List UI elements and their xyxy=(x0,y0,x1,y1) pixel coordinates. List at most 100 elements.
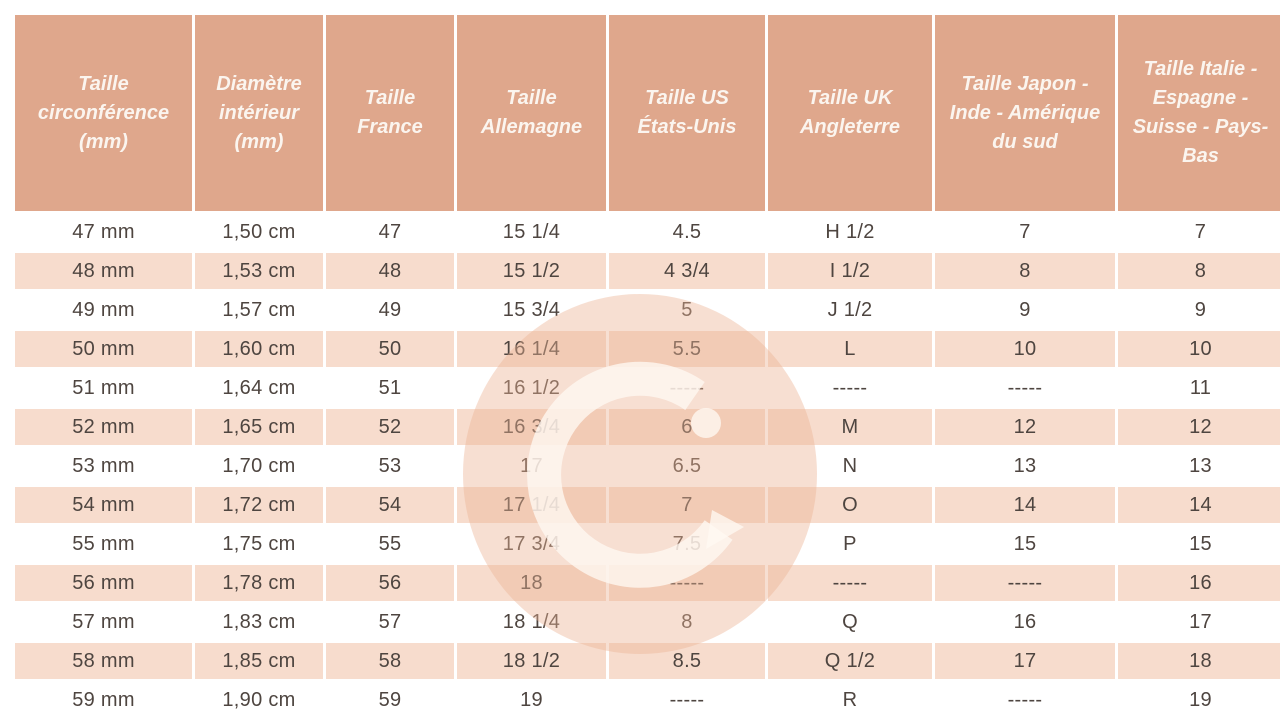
table-cell: H 1/2 xyxy=(768,214,932,250)
table-cell: 48 xyxy=(326,253,454,289)
header-cell: Taille US États-Unis xyxy=(609,15,765,211)
header-cell: Taille UK Angleterre xyxy=(768,15,932,211)
table-cell: 1,90 cm xyxy=(195,682,323,718)
table-cell: ----- xyxy=(935,370,1115,406)
table-cell: 1,64 cm xyxy=(195,370,323,406)
table-cell: 55 xyxy=(326,526,454,562)
table-cell: 12 xyxy=(935,409,1115,445)
table-cell: 56 xyxy=(326,565,454,601)
table-cell: 15 xyxy=(1118,526,1280,562)
table-cell: O xyxy=(768,487,932,523)
table-cell: 17 1/4 xyxy=(457,487,606,523)
table-cell: 13 xyxy=(1118,448,1280,484)
table-cell: 1,53 cm xyxy=(195,253,323,289)
table-cell: 17 xyxy=(935,643,1115,679)
table-cell: R xyxy=(768,682,932,718)
table-row: 47 mm 1,50 cm 47 15 1/4 4.5 H 1/2 7 7 xyxy=(15,214,1280,250)
table-row: 52 mm 1,65 cm 52 16 3/4 6 M 12 12 xyxy=(15,409,1280,445)
table-cell: ----- xyxy=(609,682,765,718)
table-cell: 56 mm xyxy=(15,565,192,601)
table-cell: 16 1/4 xyxy=(457,331,606,367)
table-cell: ----- xyxy=(609,565,765,601)
table-cell: 6.5 xyxy=(609,448,765,484)
table-cell: 18 1/2 xyxy=(457,643,606,679)
table-row: 55 mm 1,75 cm 55 17 3/4 7.5 P 15 15 xyxy=(15,526,1280,562)
table-row: 56 mm 1,78 cm 56 18 ----- ----- ----- 16 xyxy=(15,565,1280,601)
table-cell: 6 xyxy=(609,409,765,445)
table-cell: 7.5 xyxy=(609,526,765,562)
table-cell: ----- xyxy=(768,370,932,406)
table-cell: 1,70 cm xyxy=(195,448,323,484)
ring-size-conversion-table: Taille circonférence (mm) Diamètre intéri… xyxy=(15,15,1280,721)
table-cell: 51 mm xyxy=(15,370,192,406)
table-cell: 7 xyxy=(609,487,765,523)
table-cell: ----- xyxy=(935,682,1115,718)
table-row: 48 mm 1,53 cm 48 15 1/2 4 3/4 I 1/2 8 8 xyxy=(15,253,1280,289)
table-cell: 53 mm xyxy=(15,448,192,484)
table-cell: ----- xyxy=(935,565,1115,601)
table-cell: 52 mm xyxy=(15,409,192,445)
table-cell: 11 xyxy=(1118,370,1280,406)
table-cell: 57 mm xyxy=(15,604,192,640)
table-cell: 48 mm xyxy=(15,253,192,289)
table-cell: 15 3/4 xyxy=(457,292,606,328)
table-row: 59 mm 1,90 cm 59 19 ----- R ----- 19 xyxy=(15,682,1280,718)
table-cell: 4.5 xyxy=(609,214,765,250)
header-row: Taille circonférence (mm) Diamètre intéri… xyxy=(15,15,1280,211)
table-cell: 19 xyxy=(1118,682,1280,718)
table-cell: 16 3/4 xyxy=(457,409,606,445)
table-row: 58 mm 1,85 cm 58 18 1/2 8.5 Q 1/2 17 18 xyxy=(15,643,1280,679)
table-cell: 8 xyxy=(935,253,1115,289)
table-cell: 54 xyxy=(326,487,454,523)
table-cell: I 1/2 xyxy=(768,253,932,289)
table-cell: 15 xyxy=(935,526,1115,562)
table-cell: 1,57 cm xyxy=(195,292,323,328)
header-cell: Taille Allemagne xyxy=(457,15,606,211)
table-cell: 50 xyxy=(326,331,454,367)
table-cell: 12 xyxy=(1118,409,1280,445)
table-cell: Q xyxy=(768,604,932,640)
table-cell: 15 1/2 xyxy=(457,253,606,289)
table-cell: ----- xyxy=(768,565,932,601)
table-cell: 16 xyxy=(935,604,1115,640)
table-row: 53 mm 1,70 cm 53 17 6.5 N 13 13 xyxy=(15,448,1280,484)
table-cell: 15 1/4 xyxy=(457,214,606,250)
table-cell: 58 mm xyxy=(15,643,192,679)
table-cell: 1,78 cm xyxy=(195,565,323,601)
table-cell: 54 mm xyxy=(15,487,192,523)
table-cell: 17 3/4 xyxy=(457,526,606,562)
table-cell: 1,85 cm xyxy=(195,643,323,679)
table-cell: 49 mm xyxy=(15,292,192,328)
table-cell: 10 xyxy=(1118,331,1280,367)
table-cell: 47 mm xyxy=(15,214,192,250)
table-cell: P xyxy=(768,526,932,562)
table-cell: 1,72 cm xyxy=(195,487,323,523)
table-cell: 10 xyxy=(935,331,1115,367)
table-cell: 53 xyxy=(326,448,454,484)
header-cell: Taille Italie - Espagne - Suisse - Pays-… xyxy=(1118,15,1280,211)
table-cell: 5 xyxy=(609,292,765,328)
table-cell: Q 1/2 xyxy=(768,643,932,679)
table-cell: 47 xyxy=(326,214,454,250)
table-cell: 8 xyxy=(1118,253,1280,289)
table-cell: M xyxy=(768,409,932,445)
table-cell: 8.5 xyxy=(609,643,765,679)
table-cell: 14 xyxy=(1118,487,1280,523)
table-row: 51 mm 1,64 cm 51 16 1/2 ----- ----- ----- 11 xyxy=(15,370,1280,406)
table-cell: 18 1/4 xyxy=(457,604,606,640)
header-cell: Taille circonférence (mm) xyxy=(15,15,192,211)
table-row: 49 mm 1,57 cm 49 15 3/4 5 J 1/2 9 9 xyxy=(15,292,1280,328)
table-cell: 1,60 cm xyxy=(195,331,323,367)
table-row: 50 mm 1,60 cm 50 16 1/4 5.5 L 10 10 xyxy=(15,331,1280,367)
table-cell: 52 xyxy=(326,409,454,445)
table-header-row: Taille circonférence (mm) Diamètre intéri… xyxy=(15,15,1280,211)
table-row: 54 mm 1,72 cm 54 17 1/4 7 O 14 14 xyxy=(15,487,1280,523)
table-cell: 55 mm xyxy=(15,526,192,562)
table-cell: 18 xyxy=(1118,643,1280,679)
table-cell: 1,83 cm xyxy=(195,604,323,640)
table-cell: 7 xyxy=(1118,214,1280,250)
table-cell: 9 xyxy=(935,292,1115,328)
table-cell: 18 xyxy=(457,565,606,601)
header-cell: Taille Japon - Inde - Amérique du sud xyxy=(935,15,1115,211)
table-cell: 57 xyxy=(326,604,454,640)
